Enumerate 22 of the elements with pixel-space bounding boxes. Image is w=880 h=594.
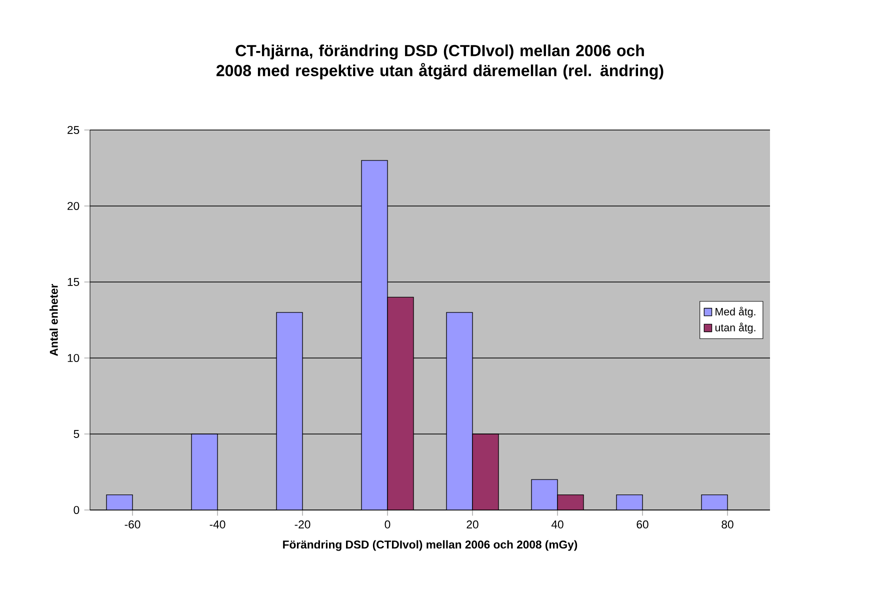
y-tick-label: 20 bbox=[68, 202, 80, 210]
chart-title: CT-hjärna, förändring DSD (CTDIvol) mellan 2006 och 2008 med respektive utan åtgärd däremellan (rel. ändring) bbox=[216, 44, 664, 80]
y-tick-label: 5 bbox=[74, 430, 80, 438]
x-tick-label: 0 bbox=[384, 520, 390, 528]
x-tick-label: -60 bbox=[124, 520, 140, 528]
x-tick-label: 20 bbox=[466, 520, 478, 528]
x-axis-title: Förändring DSD (CTDIvol) mellan 2006 och 2008 (mGy) bbox=[283, 540, 578, 551]
y-tick-label: 15 bbox=[68, 278, 80, 286]
x-tick-label: 40 bbox=[551, 520, 564, 528]
y-tick-label: 0 bbox=[74, 506, 80, 514]
x-tick-label: -20 bbox=[294, 520, 310, 528]
x-tick-label: -40 bbox=[210, 520, 226, 528]
legend-label: utan åtg. bbox=[715, 322, 756, 334]
bar bbox=[472, 434, 499, 510]
bar bbox=[557, 494, 584, 510]
y-tick-label: 10 bbox=[68, 354, 80, 362]
legend-label: Med åtg. bbox=[716, 306, 756, 318]
bar bbox=[387, 296, 414, 510]
y-axis-title: Antal enheter bbox=[50, 284, 58, 356]
x-tick-label: 60 bbox=[636, 520, 648, 528]
y-tick-label: 25 bbox=[68, 126, 80, 134]
x-tick-label: 80 bbox=[722, 520, 734, 528]
